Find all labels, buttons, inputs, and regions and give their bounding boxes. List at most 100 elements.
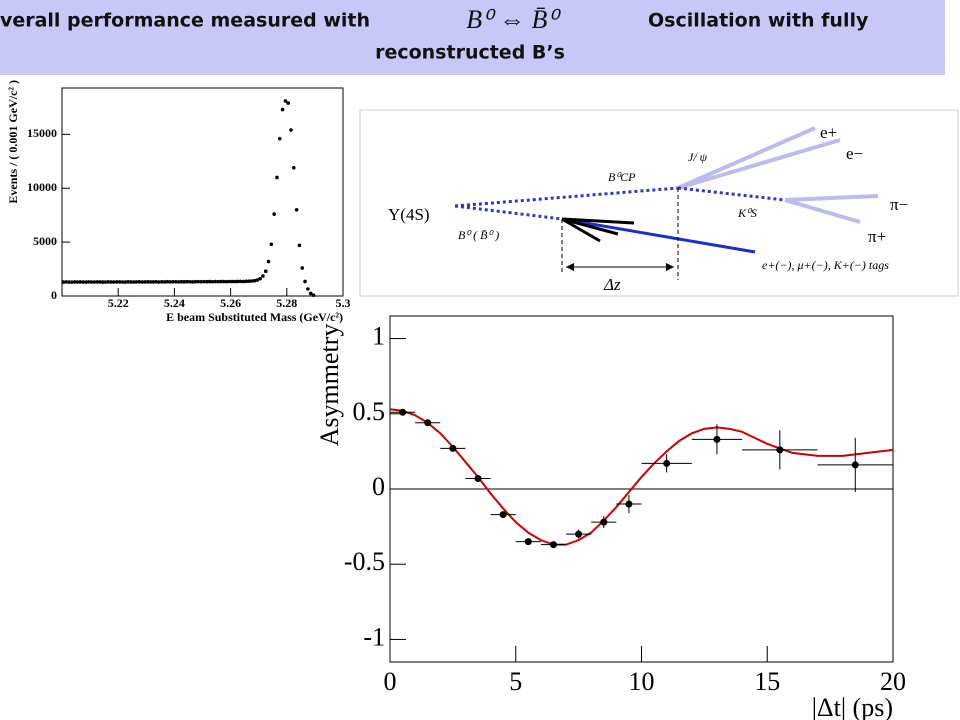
x-tick-label: 15	[754, 667, 780, 696]
data-point	[283, 99, 288, 103]
label: e+	[820, 123, 837, 142]
data-point	[98, 280, 102, 284]
b-cp-path	[454, 186, 679, 208]
data-point	[235, 279, 240, 284]
data-point	[499, 511, 507, 519]
label: Υ(4S)	[388, 205, 430, 224]
data-point	[168, 280, 172, 284]
data-point	[218, 279, 223, 284]
data-point	[277, 136, 282, 141]
data-point	[399, 408, 407, 416]
data-point	[134, 280, 139, 284]
data-point	[524, 538, 532, 546]
data-point	[449, 444, 457, 452]
data-point	[263, 269, 268, 274]
data-point	[221, 279, 226, 284]
title-formula: B⁰ ⇔ B̄⁰	[466, 5, 561, 34]
data-point	[64, 280, 69, 284]
track	[677, 138, 841, 190]
data-point	[159, 280, 164, 284]
data-point	[179, 279, 184, 284]
data-point	[255, 278, 260, 282]
track	[677, 126, 816, 190]
y-tick-label: 10000	[27, 180, 57, 194]
data-point	[297, 243, 302, 248]
data-point	[230, 279, 234, 284]
track	[561, 217, 619, 236]
data-point	[196, 279, 201, 284]
data-point	[81, 280, 85, 284]
data-point	[171, 279, 175, 284]
data-point	[92, 280, 97, 284]
label: B⁰CP	[608, 170, 636, 184]
data-point	[294, 207, 299, 212]
data-point	[216, 279, 220, 284]
y-tick-label: -1	[363, 622, 385, 651]
y-tick-label: 0	[372, 472, 385, 501]
data-point	[224, 279, 229, 284]
y-tick-label: 0.5	[353, 397, 386, 426]
data-point	[137, 279, 142, 284]
kshort-path	[677, 186, 786, 202]
data-point	[188, 279, 192, 284]
label: Δz	[603, 275, 621, 294]
data-point	[95, 280, 99, 284]
data-point	[145, 280, 150, 284]
data-point	[244, 279, 248, 284]
data-point	[311, 293, 316, 297]
data-point	[176, 280, 181, 284]
data-point	[182, 280, 187, 284]
data-point	[266, 259, 271, 264]
data-point	[249, 279, 254, 283]
data-point	[272, 212, 276, 216]
data-point	[202, 279, 206, 284]
data-point	[112, 280, 116, 284]
data-point	[227, 279, 231, 284]
track	[561, 217, 635, 225]
data-point	[109, 280, 113, 284]
data-point	[162, 280, 167, 284]
decay-diagram: Υ(4S) B⁰ ( B̄⁰ ) B⁰CP J/ ψ e+ e− K⁰S π− …	[359, 109, 959, 297]
data-point	[275, 175, 279, 180]
b-tag-path	[454, 204, 563, 221]
data-point	[143, 280, 147, 284]
x-tick-label: 0	[384, 667, 397, 696]
data-point	[154, 279, 158, 284]
data-point	[151, 280, 156, 284]
title-lead: Overall performance measured with	[0, 10, 370, 32]
data-point	[241, 279, 246, 284]
data-point	[190, 280, 195, 284]
y-tick-label: 0	[51, 288, 57, 302]
data-point	[210, 279, 215, 284]
data-point	[600, 518, 608, 526]
data-point	[61, 280, 66, 284]
data-point	[204, 279, 209, 284]
data-point	[193, 279, 198, 284]
y-axis-label: Events / ( 0.001 GeV/c² )	[6, 80, 20, 204]
data-point	[300, 266, 305, 270]
x-tick-label: 5	[509, 667, 522, 696]
y-tick-label: 5000	[33, 234, 57, 248]
data-point	[103, 280, 108, 284]
data-point	[78, 280, 83, 284]
x-tick-label: 5.26	[220, 296, 241, 310]
data-point	[131, 280, 136, 284]
x-tick-label: 5.24	[164, 296, 185, 310]
label: π−	[890, 195, 908, 214]
data-point	[247, 279, 251, 284]
data-point	[199, 279, 203, 284]
track	[784, 194, 879, 202]
x-tick-label: 5.28	[276, 296, 297, 310]
label: e+(−), μ+(−), K+(−) tags	[762, 258, 889, 272]
data-point	[233, 279, 237, 284]
data-point	[303, 279, 307, 284]
x-axis-label: E beam Substituted Mass (GeV/c²)	[166, 310, 343, 324]
data-point	[663, 459, 671, 467]
data-point	[625, 500, 633, 508]
data-point	[129, 280, 133, 284]
data-point	[126, 280, 130, 284]
data-point	[269, 242, 274, 247]
data-point	[280, 107, 285, 112]
data-point	[286, 101, 291, 105]
data-point	[776, 446, 784, 454]
